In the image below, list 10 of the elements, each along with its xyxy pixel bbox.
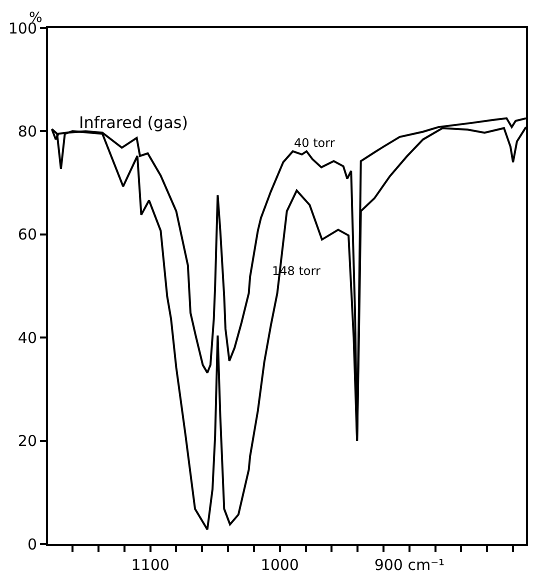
y-tick-label: 40	[18, 328, 37, 347]
annotation: 40 torr	[294, 136, 335, 150]
y-tick-label: 80	[18, 122, 37, 140]
y-tick-label: 0	[27, 535, 37, 554]
x-tick-label: 900 cm⁻¹	[374, 556, 445, 574]
annotation: Infrared (gas)	[79, 113, 188, 132]
y-tick-label: 20	[18, 432, 37, 450]
x-tick-label: 1000	[260, 556, 299, 574]
y-tick-label: 60	[18, 226, 37, 244]
x-tick-label: 1100	[131, 556, 170, 574]
